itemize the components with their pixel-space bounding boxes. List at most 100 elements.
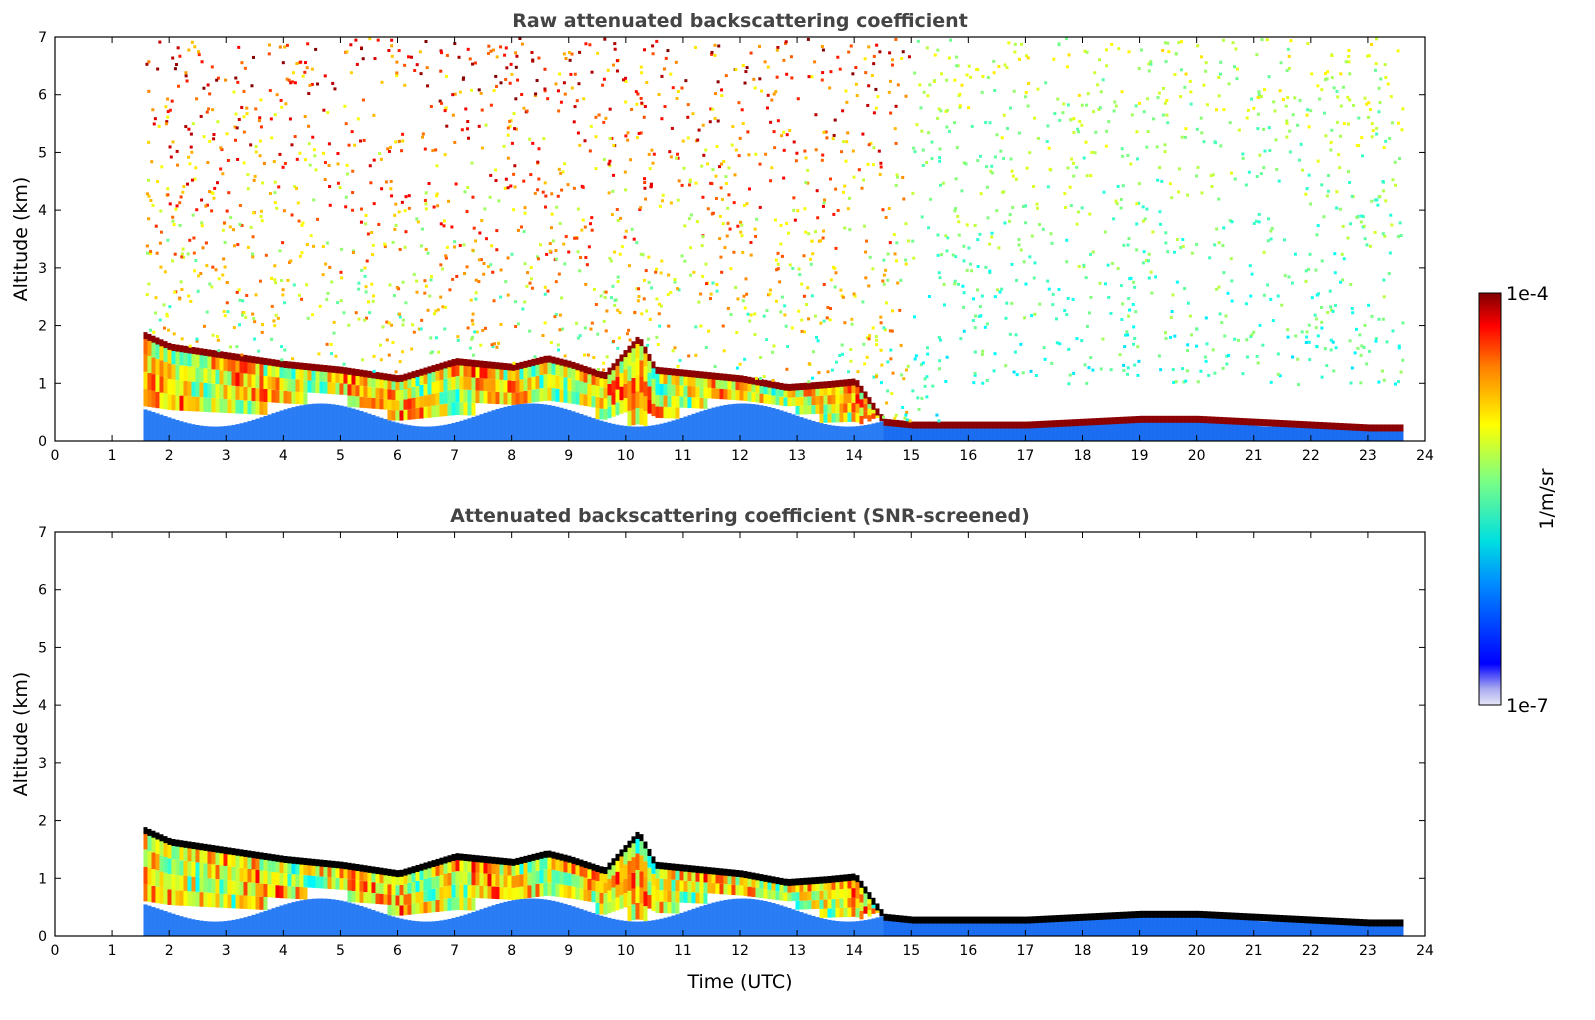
noise-speck xyxy=(179,280,183,284)
aerosol-cell xyxy=(659,372,664,384)
cloud-layer-cell xyxy=(1103,912,1108,920)
aerosol-cell xyxy=(647,399,652,414)
noise-speck xyxy=(821,236,825,240)
aerosol-cell xyxy=(223,384,228,399)
noise-speck xyxy=(938,147,942,151)
aerosol-cell xyxy=(459,389,464,403)
noise-speck xyxy=(1316,334,1320,338)
aerosol-cell xyxy=(479,365,484,379)
noise-speck xyxy=(200,198,204,202)
boundary-layer-cell xyxy=(315,898,320,936)
aerosol-cell xyxy=(175,890,180,906)
noise-speck xyxy=(372,113,376,117)
noise-speck xyxy=(644,269,648,273)
aerosol-cell xyxy=(255,388,260,402)
noise-speck xyxy=(1347,60,1351,64)
noise-speck xyxy=(1177,41,1181,45)
noise-speck xyxy=(1219,60,1223,64)
aerosol-cell xyxy=(491,874,496,887)
aerosol-cell xyxy=(603,408,608,420)
aerosol-cell xyxy=(383,399,388,410)
aerosol-cell xyxy=(759,888,764,899)
noise-speck xyxy=(768,292,772,296)
noise-speck xyxy=(1188,314,1192,318)
cloud-layer-cell xyxy=(931,916,936,924)
noise-speck xyxy=(530,286,534,290)
cloud-layer-cell xyxy=(291,361,296,369)
noise-speck xyxy=(497,199,501,203)
aerosol-cell xyxy=(739,885,744,896)
noise-speck xyxy=(886,252,890,256)
noise-speck xyxy=(985,322,989,326)
noise-speck xyxy=(439,222,443,226)
noise-speck xyxy=(879,161,883,165)
noise-speck xyxy=(253,174,257,178)
aerosol-cell xyxy=(491,861,496,875)
noise-speck xyxy=(790,326,794,330)
aerosol-cell xyxy=(563,377,568,391)
aerosol-cell xyxy=(815,881,820,891)
cloud-layer-cell xyxy=(471,359,476,367)
aerosol-cell xyxy=(699,397,704,409)
noise-speck xyxy=(1130,113,1134,117)
noise-speck xyxy=(505,66,509,70)
aerosol-cell xyxy=(275,872,280,886)
aerosol-cell xyxy=(459,897,464,911)
noise-speck xyxy=(647,280,651,284)
boundary-layer-cell xyxy=(907,921,912,936)
noise-speck xyxy=(1254,219,1258,223)
aerosol-cell xyxy=(391,874,396,885)
aerosol-cell xyxy=(447,860,452,873)
noise-speck xyxy=(807,362,811,366)
boundary-layer-cell xyxy=(987,921,992,936)
noise-speck xyxy=(509,119,513,123)
noise-speck xyxy=(1351,311,1355,315)
aerosol-cell xyxy=(851,402,856,413)
noise-speck xyxy=(1013,50,1017,54)
aerosol-cell xyxy=(279,390,284,404)
boundary-layer-cell xyxy=(1099,917,1104,936)
cloud-layer-cell xyxy=(815,876,820,884)
noise-speck xyxy=(904,258,908,262)
noise-speck xyxy=(307,124,311,128)
noise-speck xyxy=(1377,380,1381,384)
boundary-layer-cell xyxy=(1271,426,1276,441)
aerosol-cell xyxy=(399,874,404,885)
noise-speck xyxy=(803,207,807,211)
cloud-layer-cell xyxy=(855,875,860,883)
aerosol-cell xyxy=(551,869,556,884)
noise-speck xyxy=(1166,250,1170,254)
noise-speck xyxy=(1325,194,1329,198)
noise-speck xyxy=(404,301,408,305)
noise-speck xyxy=(1276,352,1280,356)
noise-speck xyxy=(1122,368,1126,372)
cloud-layer-cell xyxy=(511,363,516,371)
cloud-layer-cell xyxy=(1351,423,1356,431)
noise-speck xyxy=(1028,151,1032,155)
cloud-layer-cell xyxy=(1263,419,1268,427)
noise-speck xyxy=(1326,311,1330,315)
noise-speck xyxy=(613,303,617,307)
boundary-layer-cell xyxy=(163,911,168,936)
aerosol-cell xyxy=(359,374,364,386)
aerosol-cell xyxy=(155,886,160,904)
cloud-layer-cell xyxy=(235,848,240,856)
aerosol-cell xyxy=(151,852,156,870)
cloud-layer-cell xyxy=(419,863,424,871)
boundary-layer-cell xyxy=(1215,916,1220,936)
cloud-layer-cell xyxy=(363,865,368,873)
boundary-layer-cell xyxy=(1003,426,1008,441)
aerosol-cell xyxy=(179,890,184,906)
aerosol-cell xyxy=(355,891,360,903)
noise-speck xyxy=(1257,212,1261,216)
noise-speck xyxy=(841,109,845,113)
noise-speck xyxy=(872,146,876,150)
noise-speck xyxy=(186,252,190,256)
boundary-layer-cell xyxy=(1243,918,1248,936)
cloud-layer-cell xyxy=(955,421,960,429)
aerosol-cell xyxy=(171,379,176,396)
noise-speck xyxy=(890,329,894,333)
noise-speck xyxy=(693,45,697,49)
noise-speck xyxy=(718,214,722,218)
noise-speck xyxy=(491,270,495,274)
